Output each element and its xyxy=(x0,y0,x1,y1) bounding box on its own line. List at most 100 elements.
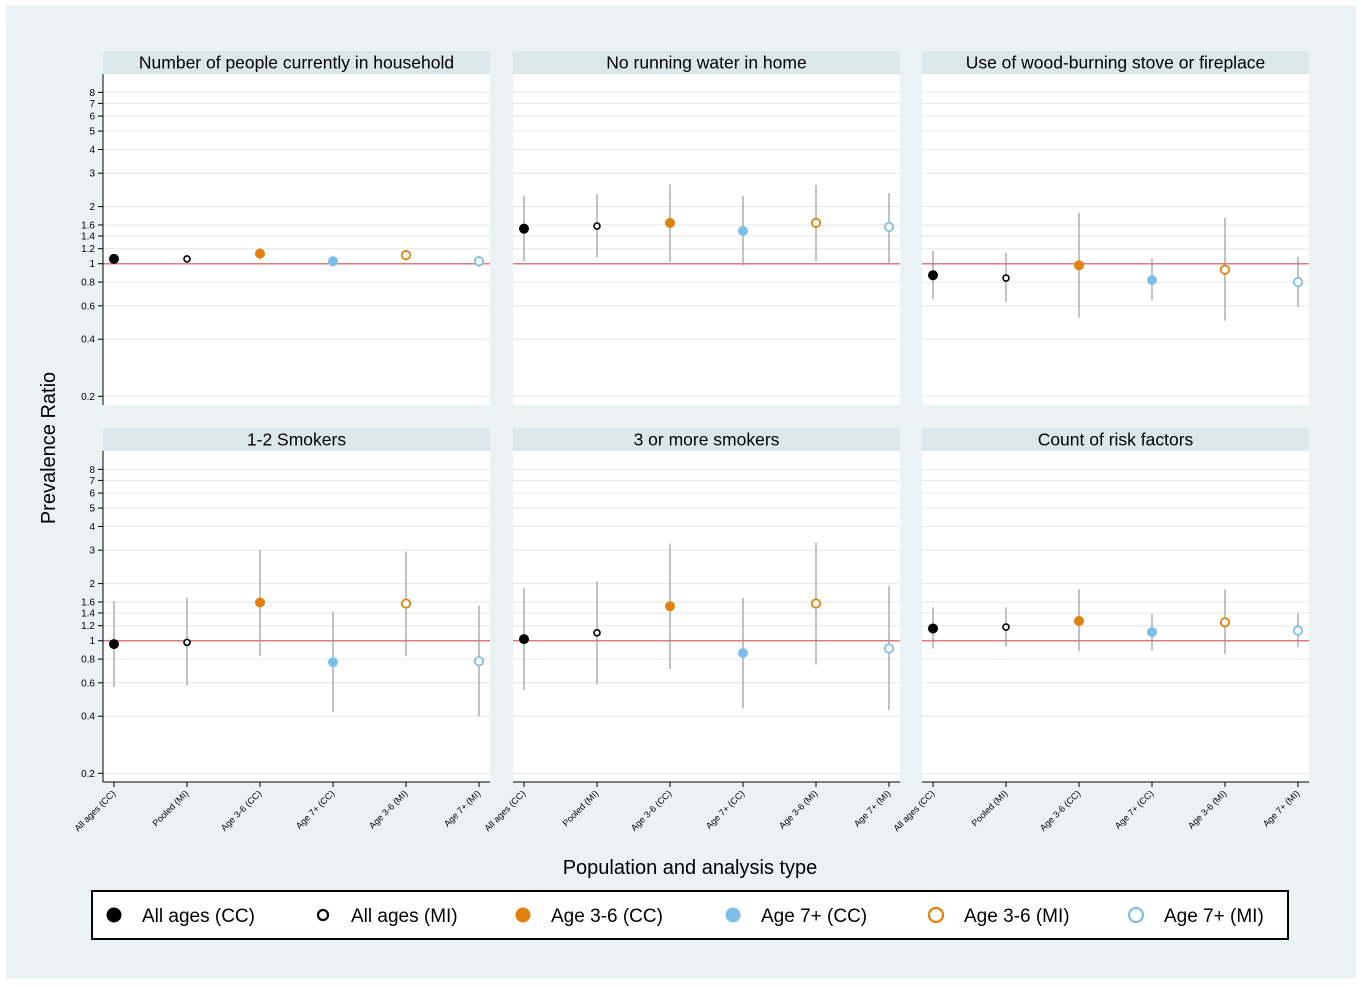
y-tick-label: 0.2 xyxy=(81,769,95,780)
plot-area xyxy=(513,451,900,782)
y-tick-label: 7 xyxy=(89,99,95,110)
y-tick-label: 1 xyxy=(89,259,95,270)
point xyxy=(593,222,601,230)
y-tick-label: 1.4 xyxy=(81,231,95,242)
y-tick-label: 1.2 xyxy=(81,244,95,255)
point xyxy=(665,217,675,228)
y-tick-label: 8 xyxy=(89,465,95,476)
panel-strip xyxy=(922,51,1309,74)
y-tick-label: 0.8 xyxy=(81,278,95,289)
point xyxy=(928,623,938,634)
y-tick-label: 2 xyxy=(89,579,95,590)
point xyxy=(328,657,338,668)
point xyxy=(400,250,412,261)
y-tick-label: 4 xyxy=(89,522,95,533)
point xyxy=(183,255,191,263)
panel-4: 1-2 Smokers 0.2 0.4 0.6 0.8 1 1.2 1.41.6 2 3 4 5 6 78… xyxy=(73,428,490,833)
point xyxy=(1292,625,1304,636)
point xyxy=(328,256,338,267)
point xyxy=(738,225,748,236)
y-tick-label: 2 xyxy=(89,202,95,213)
point xyxy=(473,656,485,667)
panel-title: Use of wood-burning stove or fireplace xyxy=(966,53,1266,73)
y-tick-label: 0.8 xyxy=(81,655,95,666)
legend-label: All ages (MI) xyxy=(351,906,458,927)
y-tick-label: 1.4 xyxy=(81,608,95,619)
y-axis-title: Prevalence Ratio xyxy=(38,372,60,524)
point xyxy=(738,648,748,659)
point xyxy=(1219,264,1231,275)
y-tick-label: 0.4 xyxy=(81,712,95,723)
panel-title: No running water in home xyxy=(606,53,806,73)
panel-title: Number of people currently in household xyxy=(139,53,454,73)
point xyxy=(1219,617,1231,628)
panel-strip xyxy=(513,428,900,451)
y-tick-label: 6 xyxy=(89,112,95,123)
plot-area xyxy=(103,451,490,782)
plot-area xyxy=(513,74,900,405)
y-tick-label: 1.6 xyxy=(81,597,95,608)
y-tick-label: 3 xyxy=(89,546,95,557)
point xyxy=(1074,260,1084,271)
panel-strip xyxy=(103,428,490,451)
panel-1: Number of people currently in household 0… xyxy=(81,51,490,405)
point xyxy=(1147,627,1157,638)
point xyxy=(519,634,529,645)
point xyxy=(473,256,485,267)
panel-title: 3 or more smokers xyxy=(634,430,780,450)
legend: All ages (CC) All ages (MI) Age 3-6 (CC) Ag… xyxy=(91,890,1289,940)
panel-strip xyxy=(513,51,900,74)
plot-area xyxy=(922,451,1309,782)
point xyxy=(810,217,822,229)
point xyxy=(1002,623,1010,631)
y-tick-label: 0.6 xyxy=(81,301,95,312)
point xyxy=(1002,274,1010,282)
point xyxy=(883,221,895,233)
x-axis-title: Population and analysis type xyxy=(563,857,818,879)
point xyxy=(109,639,119,650)
legend-label: All ages (CC) xyxy=(142,906,255,927)
y-tick-label: 8 xyxy=(89,88,95,99)
panel-strip xyxy=(922,428,1309,451)
legend-label: Age 7+ (CC) xyxy=(761,906,867,927)
plot-area xyxy=(103,74,490,405)
legend-label: Age 3-6 (MI) xyxy=(964,906,1070,927)
y-tick-label: 0.2 xyxy=(81,392,95,403)
point xyxy=(1147,275,1157,286)
legend-label: Age 3-6 (CC) xyxy=(551,906,663,927)
legend-marker xyxy=(316,908,330,922)
legend-box xyxy=(91,890,1289,940)
y-tick-label: 3 xyxy=(89,169,95,180)
y-tick-label: 0.6 xyxy=(81,678,95,689)
legend-marker xyxy=(1127,906,1145,924)
point xyxy=(928,270,938,281)
legend-marker xyxy=(725,907,741,923)
point xyxy=(810,598,822,609)
y-tick-label: 0.4 xyxy=(81,335,95,346)
y-tick-label: 1.2 xyxy=(81,621,95,632)
point xyxy=(593,629,601,637)
y-tick-label: 1.6 xyxy=(81,220,95,231)
panels: Number of people currently in household 0… xyxy=(73,51,1309,833)
y-tick-label: 1 xyxy=(89,636,95,647)
legend-marker xyxy=(106,907,122,923)
point xyxy=(519,223,529,234)
y-tick-label: 7 xyxy=(89,476,95,487)
panel-2: No running water in home xyxy=(513,51,900,405)
point xyxy=(255,248,265,259)
y-tick-label: 6 xyxy=(89,489,95,500)
point xyxy=(1074,616,1084,627)
point xyxy=(665,601,675,612)
point xyxy=(1292,276,1304,288)
panel-3: Use of wood-burning stove or fireplace xyxy=(922,51,1309,405)
point xyxy=(183,638,191,647)
point xyxy=(883,643,895,654)
y-tick-label: 5 xyxy=(89,504,95,515)
point xyxy=(109,253,119,264)
legend-marker xyxy=(927,906,945,924)
legend-label: Age 7+ (MI) xyxy=(1164,906,1264,927)
